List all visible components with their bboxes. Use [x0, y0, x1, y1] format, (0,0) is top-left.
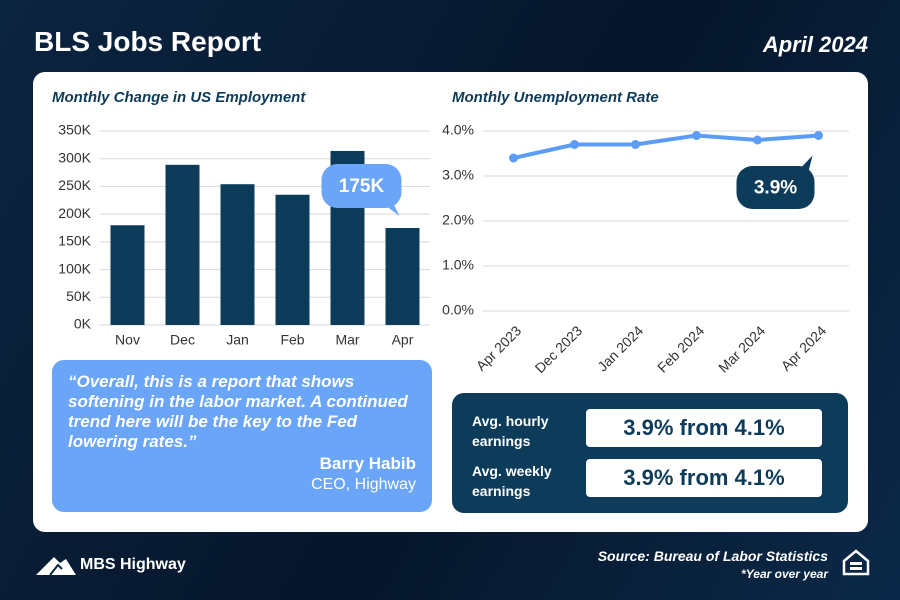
earnings-label: Avg. hourly earnings: [472, 413, 549, 449]
bar: [275, 194, 310, 325]
bar: [220, 184, 255, 325]
y-tick-label: 300K: [58, 149, 91, 165]
y-tick-label: 2.0%: [442, 212, 474, 228]
y-tick-label: 100K: [58, 260, 91, 276]
x-tick-label: Dec: [170, 332, 195, 348]
earnings-value: 3.9% from 4.1%: [586, 459, 822, 497]
y-tick-label: 0.0%: [442, 302, 474, 318]
y-tick-label: 250K: [58, 177, 91, 193]
chart-title: Monthly Unemployment Rate: [452, 89, 659, 106]
line-point: [692, 131, 701, 140]
callout-label: 175K: [339, 176, 385, 197]
x-tick-label: Feb: [280, 332, 304, 348]
earnings-row: Avg. weekly earnings 3.9% from 4.1%: [472, 459, 822, 499]
logo: MBS Highway: [36, 553, 186, 577]
bar: [110, 225, 145, 325]
x-tick-label: Apr 2023: [473, 322, 525, 374]
earnings-box: Avg. hourly earnings 3.9% from 4.1% Avg.…: [452, 393, 848, 513]
earnings-row: Avg. hourly earnings 3.9% from 4.1%: [472, 409, 822, 449]
x-tick-label: Jan: [226, 332, 249, 348]
callout-bubble: [736, 166, 815, 209]
x-tick-label: Apr 2024: [778, 322, 830, 374]
earnings-label: Avg. weekly earnings: [472, 463, 552, 499]
logo-text: MBS Highway: [80, 556, 186, 573]
bar: [385, 228, 420, 325]
quote-author: Barry Habib: [319, 454, 416, 473]
y-tick-label: 50K: [66, 288, 92, 304]
x-tick-label: Dec 2023: [532, 322, 586, 376]
footnote: *Year over year: [741, 567, 828, 581]
bar: [165, 164, 200, 325]
y-tick-label: 0K: [74, 316, 92, 332]
line-point: [631, 140, 640, 149]
equal-housing-icon: [842, 549, 870, 576]
x-tick-label: Nov: [115, 332, 140, 348]
line-point: [814, 131, 823, 140]
quote-text: “Overall, this is a report that shows so…: [68, 372, 408, 451]
y-tick-label: 1.0%: [442, 257, 474, 273]
line-point: [509, 153, 518, 163]
report-title: BLS Jobs Report: [34, 26, 262, 57]
logo-icon: [36, 557, 76, 576]
report-date: April 2024: [762, 32, 868, 57]
line-point: [570, 140, 579, 149]
x-tick-label: Jan 2024: [594, 322, 646, 374]
chart-title: Monthly Change in US Employment: [52, 89, 306, 106]
quote-box: “Overall, this is a report that shows so…: [52, 360, 432, 512]
callout-tail: [797, 155, 813, 176]
x-tick-label: Feb 2024: [654, 322, 707, 375]
y-tick-label: 4.0%: [442, 122, 474, 138]
x-tick-label: Apr: [392, 332, 414, 348]
callout-label: 3.9%: [754, 178, 797, 199]
line-point: [753, 135, 762, 145]
y-tick-label: 3.0%: [442, 167, 474, 183]
earnings-value: 3.9% from 4.1%: [586, 409, 822, 447]
callout-bubble: [321, 164, 402, 208]
callout-tail: [383, 200, 400, 216]
y-tick-label: 200K: [58, 205, 91, 221]
line: [513, 133, 819, 160]
y-tick-label: 350K: [58, 122, 91, 138]
quote-role: CEO, Highway: [311, 476, 416, 493]
x-tick-label: Mar: [335, 332, 359, 348]
source: Source: Bureau of Labor Statistics: [597, 548, 828, 564]
y-tick-label: 150K: [58, 233, 91, 249]
x-tick-label: Mar 2024: [715, 322, 768, 375]
